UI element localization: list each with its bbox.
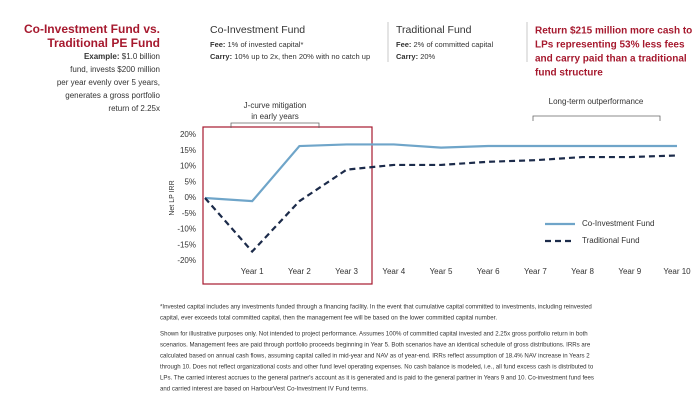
x-tick-label: Year 6 — [477, 267, 500, 276]
y-tick-label: -20% — [177, 256, 196, 265]
y-tick-label: 15% — [180, 146, 196, 155]
example-text: generates a gross portfolio — [65, 91, 160, 100]
example-label: Example: — [84, 52, 120, 61]
y-tick-label: 0% — [184, 193, 196, 202]
example-line: $1.0 billion — [122, 52, 160, 61]
example-text: return of 2.25x — [108, 104, 160, 113]
callout: and carry paid than a traditional — [535, 54, 687, 65]
bracket — [532, 115, 661, 121]
highlight-box — [202, 126, 373, 285]
bracket — [230, 122, 320, 128]
title: Traditional PE Fund — [47, 36, 160, 50]
fund-name: Co-Investment Fund — [210, 24, 305, 36]
annotation: J-curve mitigation — [244, 101, 307, 110]
x-tick-label: Year 2 — [288, 267, 311, 276]
y-tick-label: 20% — [180, 130, 196, 139]
example-line: fund, invests $200 million — [70, 65, 160, 74]
series-line — [204, 154, 678, 254]
footnote: capital, ever exceeds total committed ca… — [160, 315, 497, 322]
legend-label: Traditional Fund — [582, 236, 640, 245]
term-label: Carry: — [396, 52, 418, 61]
y-tick-label: -5% — [182, 209, 196, 218]
example-line: per year evenly over 5 years, — [57, 78, 160, 87]
example-text: Example: $1.0 billion — [84, 52, 160, 61]
example-text: per year evenly over 5 years, — [57, 78, 160, 87]
y-tick-label: 5% — [184, 177, 196, 186]
footnote: through 10. Does not reflect organizatio… — [160, 364, 594, 371]
footnote: Shown for illustrative purposes only. No… — [160, 331, 588, 338]
footnote: scenarios. Management fees are paid thro… — [160, 342, 591, 349]
example-line: return of 2.25x — [108, 104, 160, 113]
fund-name: Traditional Fund — [396, 24, 472, 36]
x-tick-label: Year 7 — [524, 267, 547, 276]
x-tick-label: Year 9 — [618, 267, 641, 276]
term-label: Carry: — [210, 52, 232, 61]
callout: LPs representing 53% less fees — [535, 40, 685, 51]
term-value: 2% of committed capital — [414, 40, 494, 49]
example-text: fund, invests $200 million — [70, 65, 160, 74]
footnote: LPs. The carried interest accrues to the… — [160, 375, 594, 382]
x-tick-label: Year 5 — [430, 267, 453, 276]
term-label: Fee: — [210, 40, 225, 49]
callout: Return $215 million more cash to — [535, 26, 692, 37]
term-value: 1% of invested capital* — [228, 40, 304, 49]
callout: fund structure — [535, 68, 603, 79]
term-value: 20% — [420, 52, 435, 61]
x-tick-label: Year 8 — [571, 267, 594, 276]
term-label: Fee: — [396, 40, 411, 49]
footnote: calculated based on annual cash flows, a… — [160, 353, 590, 360]
example-line: generates a gross portfolio — [65, 91, 160, 100]
x-tick-label: Year 3 — [335, 267, 358, 276]
fund-term: Fee: 1% of invested capital* — [210, 40, 303, 49]
fund-term: Fee: 2% of committed capital — [396, 40, 493, 49]
footnote: and carried interest are based on Harbou… — [160, 386, 368, 393]
series-line — [204, 143, 677, 203]
x-tick-label: Year 1 — [241, 267, 264, 276]
fund-term: Carry: 20% — [396, 52, 436, 61]
y-axis-label: Net LP IRR — [169, 180, 176, 215]
fund-term: Carry: 10% up to 2x, then 20% with no ca… — [210, 52, 370, 61]
x-tick-label: Year 10 — [663, 267, 691, 276]
annotation: Long-term outperformance — [549, 97, 644, 106]
y-tick-label: 10% — [180, 162, 196, 171]
footnote: *Invested capital includes any investmen… — [160, 304, 592, 311]
annotation: in early years — [251, 112, 299, 121]
y-tick-label: -15% — [177, 240, 196, 249]
x-tick-label: Year 4 — [382, 267, 405, 276]
title: Co-Investment Fund vs. — [24, 22, 160, 36]
legend-label: Co-Investment Fund — [582, 219, 654, 228]
term-value: 10% up to 2x, then 20% with no catch up — [234, 52, 370, 61]
y-tick-label: -10% — [177, 225, 196, 234]
